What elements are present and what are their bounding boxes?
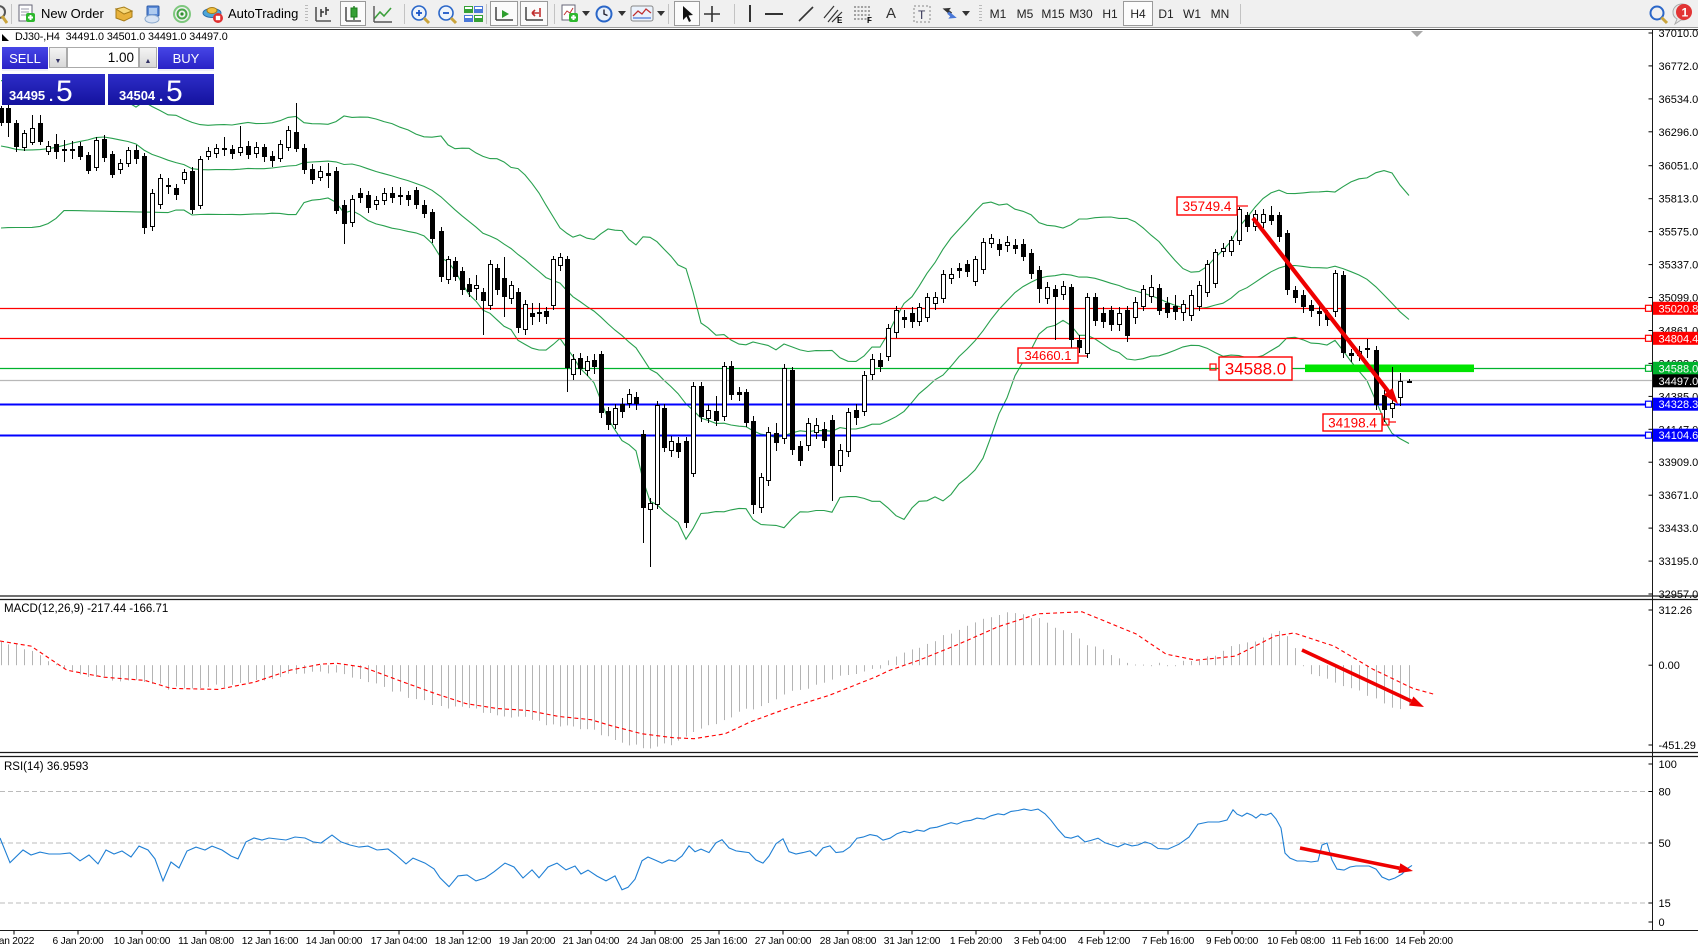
svg-text:18 Jan 12:00: 18 Jan 12:00	[435, 936, 492, 947]
svg-text:27 Jan 00:00: 27 Jan 00:00	[755, 936, 812, 947]
svg-text:1 Feb 20:00: 1 Feb 20:00	[950, 936, 1003, 947]
svg-text:33909.0: 33909.0	[1659, 457, 1698, 469]
svg-text:35749.4: 35749.4	[1183, 199, 1232, 214]
svg-text:36296.0: 36296.0	[1659, 127, 1698, 139]
svg-text:10 Jan 00:00: 10 Jan 00:00	[114, 936, 171, 947]
svg-text:15: 15	[1659, 898, 1671, 910]
svg-text:35575.0: 35575.0	[1659, 227, 1698, 239]
svg-text:11 Jan 08:00: 11 Jan 08:00	[178, 936, 234, 947]
svg-text:34497.0: 34497.0	[1659, 376, 1698, 388]
svg-text:3 Feb 04:00: 3 Feb 04:00	[1014, 936, 1067, 947]
svg-text:Jan 2022: Jan 2022	[0, 936, 35, 947]
svg-text:12 Jan 16:00: 12 Jan 16:00	[242, 936, 299, 947]
svg-text:100: 100	[1659, 759, 1677, 771]
svg-text:35337.0: 35337.0	[1659, 260, 1698, 272]
svg-text:28 Jan 08:00: 28 Jan 08:00	[820, 936, 877, 947]
svg-text:37010.0: 37010.0	[1659, 28, 1698, 40]
svg-text:14 Jan 00:00: 14 Jan 00:00	[306, 936, 363, 947]
svg-text:34660.1: 34660.1	[1025, 348, 1072, 363]
svg-text:T: T	[918, 8, 926, 22]
svg-text:1: 1	[1682, 6, 1689, 20]
svg-text:10 Feb 08:00: 10 Feb 08:00	[1267, 936, 1325, 947]
svg-text:34198.4: 34198.4	[1328, 415, 1377, 430]
svg-text:E: E	[837, 16, 843, 24]
svg-text:33433.0: 33433.0	[1659, 523, 1698, 535]
svg-text:MACD(12,26,9) -217.44 -166.71: MACD(12,26,9) -217.44 -166.71	[4, 603, 168, 615]
svg-text:9 Feb 00:00: 9 Feb 00:00	[1206, 936, 1259, 947]
svg-text:32957.0: 32957.0	[1659, 589, 1698, 601]
svg-text:312.26: 312.26	[1659, 605, 1693, 617]
svg-text:24 Jan 08:00: 24 Jan 08:00	[627, 936, 684, 947]
svg-text:19 Jan 20:00: 19 Jan 20:00	[499, 936, 556, 947]
svg-text:33195.0: 33195.0	[1659, 556, 1698, 568]
svg-text:0.00: 0.00	[1659, 660, 1680, 672]
svg-text:31 Jan 12:00: 31 Jan 12:00	[884, 936, 941, 947]
svg-text:4 Feb 12:00: 4 Feb 12:00	[1078, 936, 1131, 947]
svg-text:0: 0	[1659, 917, 1665, 929]
svg-text:35099.0: 35099.0	[1659, 293, 1698, 305]
svg-text:36772.0: 36772.0	[1659, 61, 1698, 73]
svg-text:36534.0: 36534.0	[1659, 94, 1698, 106]
svg-text:34804.4: 34804.4	[1659, 333, 1698, 345]
svg-text:F: F	[867, 16, 872, 24]
svg-text:21 Jan 04:00: 21 Jan 04:00	[563, 936, 620, 947]
svg-text:80: 80	[1659, 787, 1671, 799]
svg-text:11 Feb 16:00: 11 Feb 16:00	[1332, 936, 1389, 947]
svg-text:17 Jan 04:00: 17 Jan 04:00	[371, 936, 428, 947]
svg-text:34588.0: 34588.0	[1225, 360, 1286, 379]
svg-text:33671.0: 33671.0	[1659, 490, 1698, 502]
svg-text:DJ30-,H4 34491.0 34501.0 3449: DJ30-,H4 34491.0 34501.0 34491.0 34497.0	[15, 31, 228, 43]
svg-text:6 Jan 20:00: 6 Jan 20:00	[52, 936, 104, 947]
svg-text:36051.0: 36051.0	[1659, 161, 1698, 173]
svg-text:25 Jan 16:00: 25 Jan 16:00	[691, 936, 748, 947]
svg-text:34328.3: 34328.3	[1659, 399, 1698, 411]
svg-text:7 Feb 16:00: 7 Feb 16:00	[1142, 936, 1195, 947]
svg-text:35020.8: 35020.8	[1659, 303, 1698, 315]
svg-text:50: 50	[1659, 838, 1671, 850]
svg-text:34588.0: 34588.0	[1659, 363, 1698, 375]
svg-text:-451.29: -451.29	[1659, 740, 1696, 752]
svg-text:14 Feb 20:00: 14 Feb 20:00	[1395, 936, 1453, 947]
svg-text:35813.0: 35813.0	[1659, 194, 1698, 206]
svg-text:34104.6: 34104.6	[1659, 430, 1698, 442]
svg-text:RSI(14) 36.9593: RSI(14) 36.9593	[4, 761, 88, 773]
